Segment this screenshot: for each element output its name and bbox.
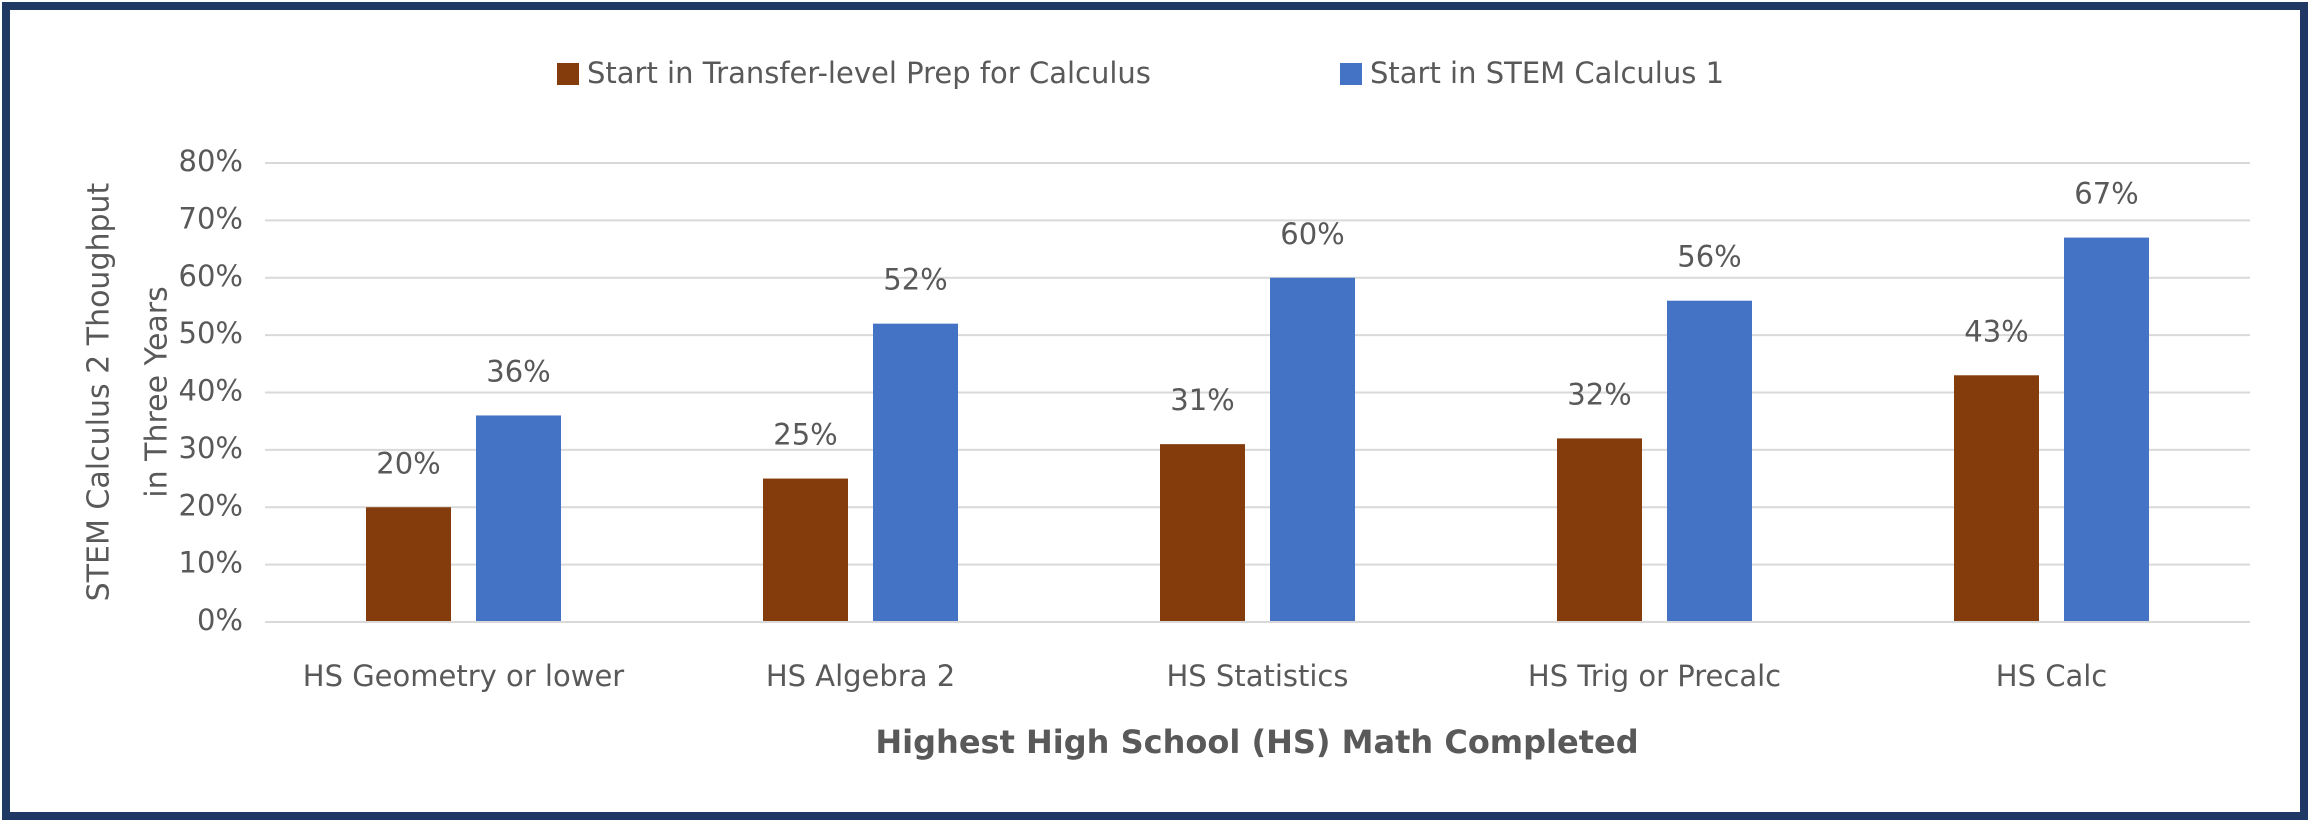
x-axis-title: Highest High School (HS) Math Completed <box>875 723 1638 761</box>
bar <box>476 415 561 622</box>
data-label: 52% <box>883 263 947 297</box>
data-label: 20% <box>376 446 440 480</box>
x-tick-label: HS Statistics <box>1166 659 1348 693</box>
y-tick-label: 60% <box>179 259 243 293</box>
data-label: 43% <box>1964 314 2028 348</box>
bar <box>366 507 451 622</box>
y-tick-label: 20% <box>179 488 243 522</box>
x-tick-label: HS Trig or Precalc <box>1528 659 1781 693</box>
data-label: 32% <box>1567 377 1631 411</box>
data-label: 31% <box>1170 383 1234 417</box>
y-axis-title: in Three Years <box>140 286 175 498</box>
y-tick-label: 70% <box>179 201 243 235</box>
y-tick-label: 10% <box>179 546 243 580</box>
y-axis-title: STEM Calculus 2 Thoughput <box>82 182 117 601</box>
legend-label: Start in STEM Calculus 1 <box>1370 56 1724 90</box>
y-tick-label: 0% <box>197 603 243 637</box>
y-tick-label: 80% <box>179 144 243 178</box>
bar <box>1954 375 2039 622</box>
legend-swatch <box>1340 63 1362 85</box>
bar <box>2064 237 2149 622</box>
data-label: 67% <box>2074 177 2138 211</box>
legend-swatch <box>557 63 579 85</box>
y-tick-label: 30% <box>179 431 243 465</box>
bar <box>1557 438 1642 622</box>
bar <box>1160 444 1245 622</box>
legend-label: Start in Transfer-level Prep for Calculu… <box>587 56 1151 90</box>
y-tick-label: 40% <box>179 374 243 408</box>
x-tick-label: HS Calc <box>1996 659 2107 693</box>
data-label: 36% <box>486 354 550 388</box>
data-label: 25% <box>773 418 837 452</box>
y-tick-label: 50% <box>179 316 243 350</box>
data-label: 56% <box>1677 240 1741 274</box>
x-tick-label: HS Algebra 2 <box>766 659 955 693</box>
bar <box>1667 300 1752 622</box>
bar <box>873 323 958 622</box>
x-tick-label: HS Geometry or lower <box>303 659 624 693</box>
data-label: 60% <box>1280 217 1344 251</box>
bar <box>1270 277 1355 622</box>
bar <box>763 478 848 622</box>
